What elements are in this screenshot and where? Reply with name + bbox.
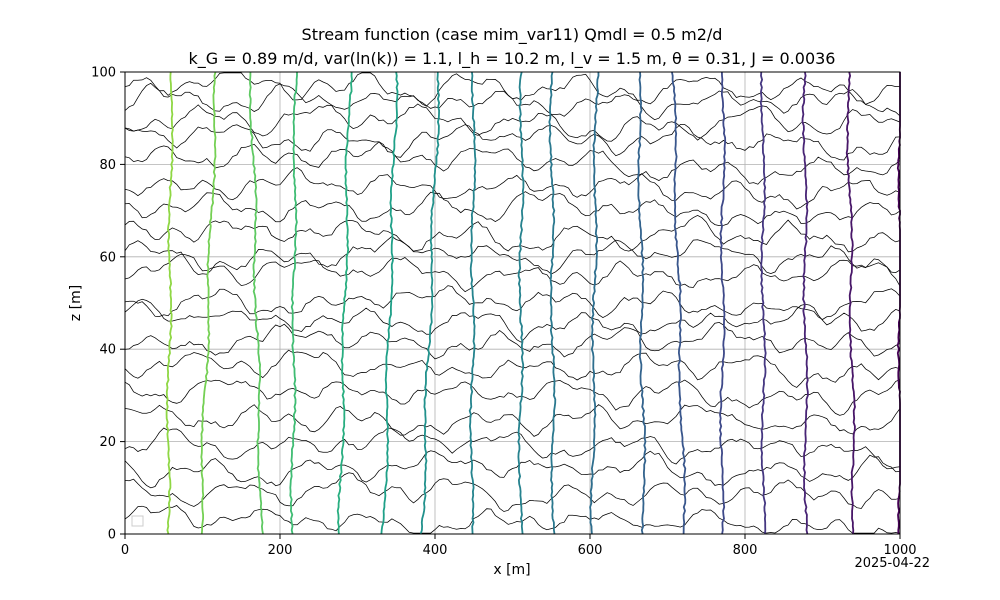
head-contour-line bbox=[124, 124, 901, 161]
head-contour-line bbox=[124, 103, 901, 142]
x-tick-label: 400 bbox=[423, 543, 448, 558]
y-axis-label: z [m] bbox=[68, 285, 84, 321]
y-axis-ticks: 0 20 40 60 80 100 bbox=[91, 66, 125, 543]
y-tick-label: 20 bbox=[99, 435, 116, 450]
stream-line bbox=[289, 72, 298, 535]
y-tick-label: 40 bbox=[99, 343, 116, 358]
stream-line bbox=[468, 71, 477, 535]
chart-subtitle: k_G = 0.89 m/d, var(ln(k)) = 1.1, l_h = … bbox=[189, 49, 836, 69]
x-tick-label: 800 bbox=[733, 543, 758, 558]
legend-box bbox=[131, 515, 144, 527]
y-tick-label: 0 bbox=[108, 528, 116, 543]
stream-line bbox=[517, 71, 525, 535]
stream-line bbox=[671, 71, 687, 535]
head-contour-line bbox=[124, 167, 901, 210]
x-tick-label: 1000 bbox=[883, 543, 916, 558]
head-contour-line bbox=[124, 404, 901, 437]
date-stamp: 2025-04-22 bbox=[854, 556, 930, 571]
head-contour-line bbox=[124, 427, 901, 470]
plot-frame bbox=[124, 71, 901, 535]
stream-lines bbox=[165, 71, 901, 535]
stream-line bbox=[637, 71, 647, 535]
plot-content bbox=[124, 71, 901, 535]
x-tick-label: 600 bbox=[578, 543, 603, 558]
head-contour-line bbox=[124, 191, 901, 226]
stream-line bbox=[548, 71, 557, 535]
head-contour-line bbox=[124, 298, 901, 343]
stream-line bbox=[718, 71, 727, 535]
stream-line bbox=[336, 71, 353, 535]
x-tick-label: 0 bbox=[121, 543, 129, 558]
head-contour-line bbox=[124, 379, 901, 416]
stream-line bbox=[380, 71, 399, 535]
head-contour-line bbox=[124, 72, 901, 107]
plot-area bbox=[125, 72, 900, 534]
x-axis-label: x [m] bbox=[493, 562, 530, 578]
y-tick-label: 60 bbox=[99, 250, 116, 265]
stream-line bbox=[801, 71, 809, 535]
stream-line bbox=[419, 71, 441, 535]
x-axis-ticks: 0 200 400 600 800 1000 bbox=[121, 534, 917, 558]
y-tick-label: 100 bbox=[91, 66, 116, 81]
stream-line bbox=[200, 71, 217, 535]
head-contour-line bbox=[124, 450, 901, 489]
head-contour-line bbox=[124, 349, 901, 388]
stream-line bbox=[845, 71, 856, 535]
x-tick-label: 200 bbox=[268, 543, 293, 558]
head-contour-line bbox=[124, 285, 901, 320]
stream-line bbox=[165, 71, 174, 535]
stream-line bbox=[248, 72, 264, 535]
head-contour-line bbox=[124, 141, 901, 185]
stream-line bbox=[759, 71, 767, 535]
head-contour-line bbox=[124, 322, 901, 360]
head-contour-line bbox=[124, 505, 901, 534]
chart-title: Stream function (case mim_var11) Qmdl = … bbox=[302, 25, 723, 45]
stream-line bbox=[589, 71, 600, 535]
head-contour-line bbox=[124, 472, 901, 512]
y-tick-label: 80 bbox=[99, 158, 116, 173]
